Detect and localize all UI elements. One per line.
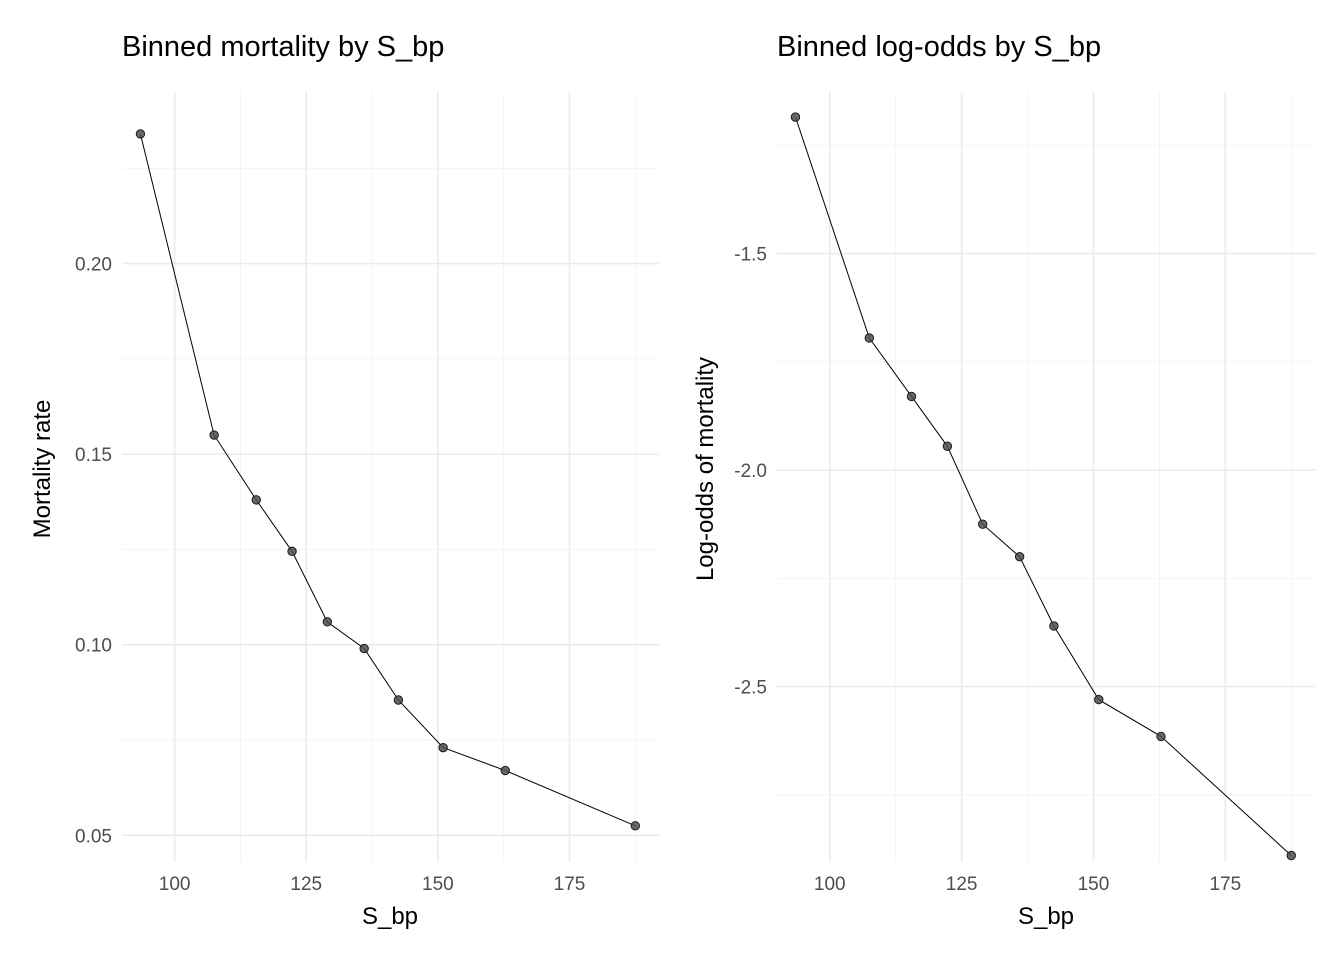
data-point bbox=[500, 765, 510, 776]
data-point bbox=[790, 112, 801, 122]
x-tick-label: 100 bbox=[814, 874, 846, 895]
data-point bbox=[630, 821, 641, 831]
y-tick-label: 0.15 bbox=[75, 445, 112, 466]
y-tick-label: 0.05 bbox=[75, 826, 112, 847]
y-tick-label: -2.5 bbox=[734, 678, 767, 699]
data-point bbox=[287, 546, 297, 557]
chart-title: Binned log-odds by S_bp bbox=[777, 31, 1101, 63]
grid bbox=[122, 92, 659, 862]
x-tick-labels: 100 125 150 175 bbox=[159, 874, 586, 895]
data-point bbox=[1286, 850, 1296, 861]
grid bbox=[777, 92, 1315, 862]
data-point bbox=[209, 430, 219, 440]
data-point bbox=[135, 129, 146, 139]
chart-title: Binned mortality by S_bp bbox=[122, 31, 444, 63]
y-axis-title: Mortality rate bbox=[29, 400, 56, 539]
y-tick-labels: -2.5 -2.0 -1.5 bbox=[734, 245, 767, 699]
data-point bbox=[251, 495, 261, 505]
data-point bbox=[322, 617, 333, 627]
data-point bbox=[1049, 621, 1059, 631]
data-point bbox=[978, 519, 988, 529]
x-tick-label: 150 bbox=[1078, 874, 1110, 895]
x-tick-label: 150 bbox=[422, 874, 454, 895]
data-point bbox=[1156, 731, 1166, 742]
data-point bbox=[864, 333, 875, 343]
x-tick-label: 175 bbox=[1209, 874, 1241, 895]
x-tick-label: 175 bbox=[554, 874, 586, 895]
series-line bbox=[795, 116, 1292, 856]
x-tick-label: 100 bbox=[159, 874, 191, 895]
y-tick-label: -1.5 bbox=[734, 245, 767, 266]
series bbox=[135, 129, 641, 831]
data-point bbox=[438, 742, 448, 753]
x-axis-title: S_bp bbox=[1018, 903, 1074, 930]
series-line bbox=[139, 133, 636, 827]
x-tick-label: 125 bbox=[946, 874, 978, 895]
y-tick-label: 0.20 bbox=[75, 255, 112, 276]
series bbox=[790, 112, 1296, 861]
data-point bbox=[1094, 694, 1104, 705]
y-tick-labels: 0.05 0.10 0.15 0.20 bbox=[75, 255, 112, 848]
log-odds-chart: Binned log-odds by S_bp 100 125 150 175 -2.… bbox=[692, 31, 1315, 930]
y-tick-label: 0.10 bbox=[75, 636, 112, 657]
data-point bbox=[906, 391, 917, 402]
data-point bbox=[359, 643, 369, 654]
y-tick-label: -2.0 bbox=[734, 461, 767, 482]
y-axis-title: Log-odds of mortality bbox=[692, 357, 719, 581]
data-point bbox=[393, 695, 404, 705]
x-axis-title: S_bp bbox=[362, 903, 418, 930]
x-tick-label: 125 bbox=[290, 874, 322, 895]
data-point bbox=[942, 441, 953, 451]
x-tick-labels: 100 125 150 175 bbox=[814, 874, 1241, 895]
data-point bbox=[1014, 551, 1025, 562]
mortality-rate-chart: Binned mortality by S_bp 100 125 150 175 0.… bbox=[29, 31, 659, 930]
